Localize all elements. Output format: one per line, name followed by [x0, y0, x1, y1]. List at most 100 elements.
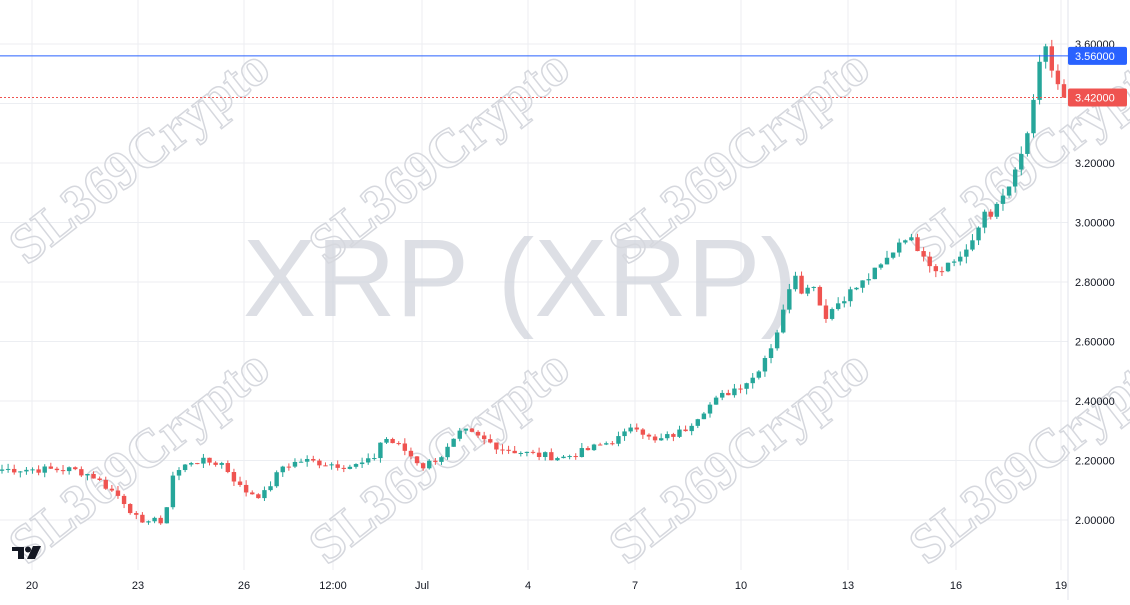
candle-up[interactable]	[451, 438, 456, 447]
candle-up[interactable]	[518, 452, 523, 454]
candle-up[interactable]	[579, 448, 585, 458]
candle-down[interactable]	[48, 466, 54, 469]
candle-up[interactable]	[909, 237, 914, 241]
candle-up[interactable]	[750, 377, 755, 384]
candle-up[interactable]	[689, 425, 694, 432]
candle-up[interactable]	[591, 444, 597, 451]
candle-up[interactable]	[5, 468, 11, 470]
candle-down[interactable]	[323, 465, 328, 467]
candle-down[interactable]	[988, 211, 993, 217]
candle-up[interactable]	[1019, 153, 1024, 170]
candle-down[interactable]	[488, 439, 493, 443]
candle-up[interactable]	[1037, 61, 1042, 100]
candle-up[interactable]	[1000, 195, 1006, 204]
candle-up[interactable]	[787, 289, 792, 310]
candle-down[interactable]	[91, 473, 96, 479]
candle-up[interactable]	[720, 392, 725, 398]
candle-down[interactable]	[506, 449, 511, 451]
candle-up[interactable]	[805, 287, 810, 294]
candle-up[interactable]	[756, 371, 762, 378]
candle-down[interactable]	[530, 451, 536, 453]
candle-down[interactable]	[433, 460, 438, 462]
candle-down[interactable]	[335, 464, 340, 468]
candle-down[interactable]	[481, 435, 487, 440]
candle-down[interactable]	[738, 388, 743, 390]
candle-down[interactable]	[73, 467, 78, 470]
candle-down[interactable]	[823, 305, 829, 319]
candle-up[interactable]	[854, 287, 859, 290]
candle-down[interactable]	[799, 275, 804, 294]
candle-up[interactable]	[445, 446, 450, 458]
candle-up[interactable]	[1043, 46, 1048, 62]
candle-down[interactable]	[213, 462, 218, 465]
candle-up[interactable]	[970, 240, 975, 250]
candle-down[interactable]	[573, 456, 578, 458]
candle-up[interactable]	[85, 473, 90, 476]
candle-down[interactable]	[250, 492, 255, 495]
candle-down[interactable]	[256, 494, 261, 499]
candle-down[interactable]	[597, 444, 603, 446]
candle-down[interactable]	[317, 460, 322, 466]
candle-up[interactable]	[427, 460, 432, 469]
candle-down[interactable]	[536, 452, 542, 458]
candle-down[interactable]	[237, 481, 243, 485]
tradingview-logo-icon[interactable]	[12, 546, 41, 559]
candle-down[interactable]	[500, 449, 505, 451]
current-price-tag[interactable]	[1068, 88, 1127, 107]
candle-up[interactable]	[439, 457, 444, 462]
candle-down[interactable]	[109, 488, 115, 491]
candle-down[interactable]	[921, 251, 926, 257]
candle-up[interactable]	[713, 397, 719, 405]
candle-up[interactable]	[182, 464, 188, 471]
candle-up[interactable]	[897, 242, 902, 253]
candle-up[interactable]	[677, 429, 682, 437]
candle-down[interactable]	[933, 266, 939, 272]
candle-up[interactable]	[866, 279, 871, 281]
candle-up[interactable]	[878, 264, 884, 268]
level-price-tag[interactable]	[1068, 46, 1127, 65]
candle-down[interactable]	[652, 436, 658, 441]
candle-down[interactable]	[646, 434, 652, 437]
candle-up[interactable]	[561, 456, 566, 459]
candle-up[interactable]	[1012, 169, 1018, 187]
candle-up[interactable]	[280, 466, 285, 473]
candle-up[interactable]	[665, 434, 670, 439]
candle-down[interactable]	[610, 443, 615, 445]
candle-down[interactable]	[103, 479, 108, 489]
candle-up[interactable]	[262, 490, 267, 499]
candle-up[interactable]	[66, 467, 72, 472]
candle-up[interactable]	[768, 348, 774, 358]
candle-down[interactable]	[60, 470, 66, 472]
candle-up[interactable]	[18, 471, 23, 473]
candle-up[interactable]	[835, 303, 841, 310]
candle-down[interactable]	[12, 468, 17, 473]
candle-up[interactable]	[176, 470, 182, 476]
candle-down[interactable]	[311, 459, 316, 461]
candle-down[interactable]	[1061, 84, 1067, 98]
candle-up[interactable]	[829, 309, 835, 319]
candle-up[interactable]	[292, 461, 298, 467]
candle-up[interactable]	[707, 404, 713, 414]
candle-up[interactable]	[524, 451, 530, 453]
candle-down[interactable]	[475, 431, 481, 436]
candle-up[interactable]	[42, 466, 47, 473]
price-axis[interactable]: 2.00000 2.20000 2.40000 2.60000 2.80000 3.000…	[1068, 39, 1127, 527]
candle-down[interactable]	[225, 463, 231, 473]
candle-down[interactable]	[494, 442, 499, 450]
candle-up[interactable]	[372, 458, 377, 460]
candle-up[interactable]	[24, 469, 29, 472]
candle-down[interactable]	[158, 517, 163, 524]
candle-down[interactable]	[121, 495, 127, 505]
candle-up[interactable]	[860, 280, 865, 288]
candle-up[interactable]	[152, 517, 157, 522]
candle-up[interactable]	[658, 438, 664, 441]
candle-up[interactable]	[457, 430, 462, 439]
candle-up[interactable]	[890, 252, 896, 258]
candle-up[interactable]	[774, 332, 780, 349]
candle-up[interactable]	[884, 257, 890, 265]
candle-up[interactable]	[964, 249, 969, 257]
candle-up[interactable]	[616, 436, 621, 444]
candle-down[interactable]	[726, 392, 731, 396]
candle-down[interactable]	[683, 429, 688, 432]
